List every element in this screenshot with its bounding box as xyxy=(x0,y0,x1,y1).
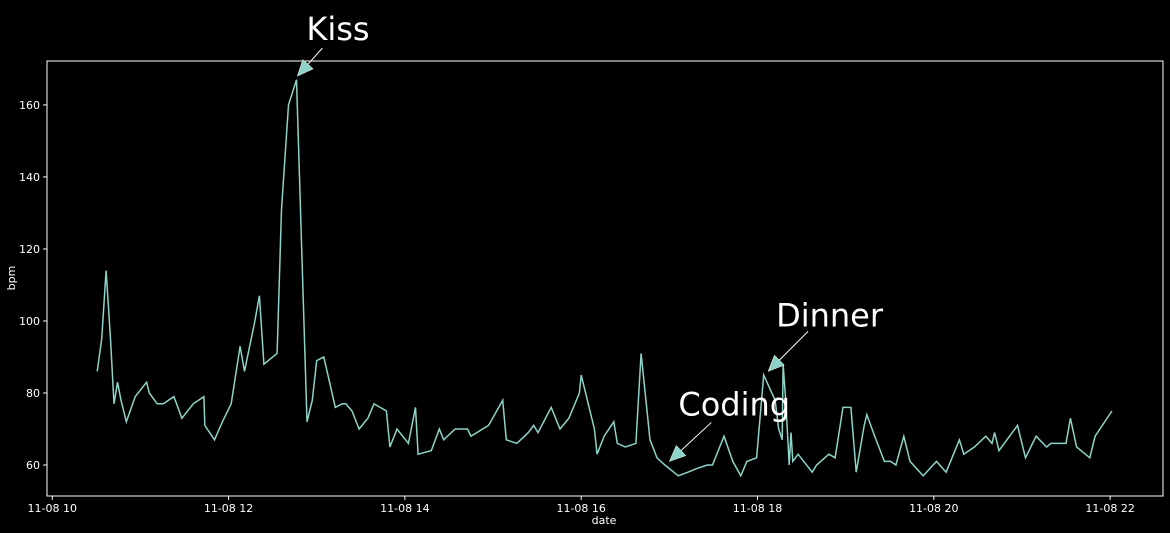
data-line xyxy=(96,79,1113,478)
x-tick-label: 11-08 16 xyxy=(556,502,605,515)
annotation-arrow-head xyxy=(668,444,687,462)
annotation-text: Dinner xyxy=(776,296,884,334)
annotation-text: Coding xyxy=(678,385,790,423)
x-tick-label: 11-08 20 xyxy=(909,502,958,515)
y-tick-label: 120 xyxy=(19,243,40,256)
annotation-text: Kiss xyxy=(306,10,369,48)
annotation-arrow-head xyxy=(767,354,785,372)
annotation-arrow-line xyxy=(680,422,712,451)
x-tick-label: 11-08 22 xyxy=(1085,502,1134,515)
annotation-arrow-line xyxy=(779,331,809,361)
y-tick-label: 100 xyxy=(19,315,40,328)
x-tick-label: 11-08 12 xyxy=(204,502,253,515)
y-axis-label: bpm xyxy=(5,266,18,291)
y-tick-label: 80 xyxy=(26,387,40,400)
x-axis-label: date xyxy=(592,514,617,527)
y-tick-label: 140 xyxy=(19,171,40,184)
y-tick-label: 160 xyxy=(19,99,40,112)
x-tick-label: 11-08 10 xyxy=(28,502,77,515)
annotation-arrow-line xyxy=(307,47,323,65)
y-tick-label: 60 xyxy=(26,459,40,472)
x-tick-label: 11-08 18 xyxy=(733,502,782,515)
annotation-arrow-head xyxy=(296,59,314,77)
x-tick-label: 11-08 14 xyxy=(380,502,429,515)
axes-frame xyxy=(46,60,1164,497)
